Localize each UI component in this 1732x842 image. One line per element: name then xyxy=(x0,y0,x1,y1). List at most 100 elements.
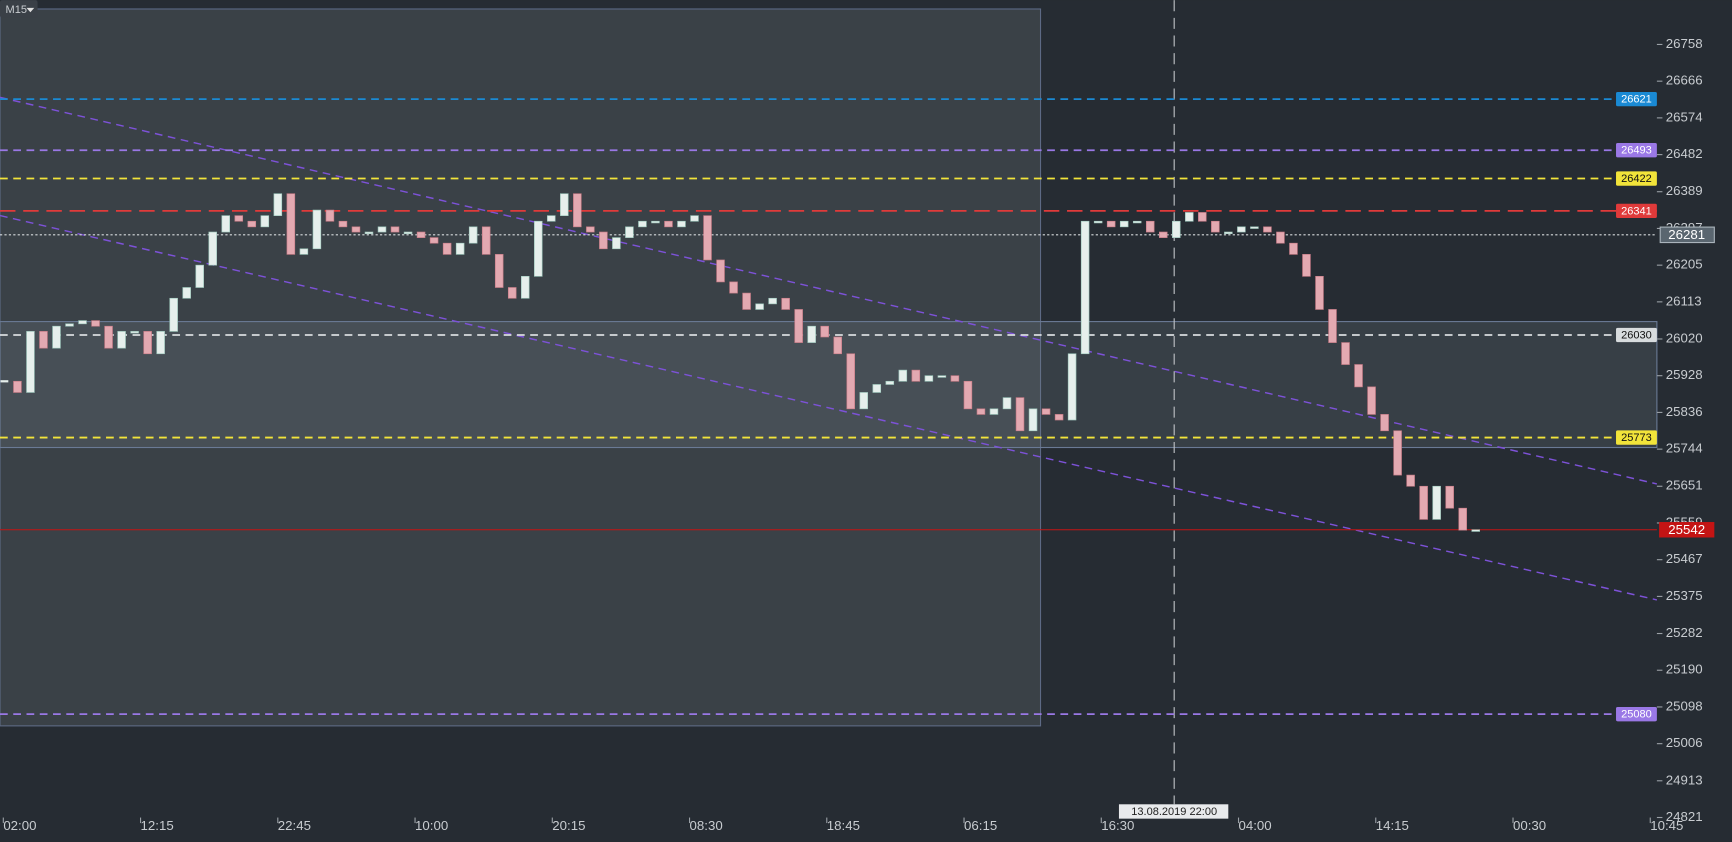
candle xyxy=(898,369,908,382)
y-tick-label: 26482 xyxy=(1666,146,1703,161)
candles xyxy=(0,193,1480,532)
candle xyxy=(911,369,921,382)
candle xyxy=(416,231,426,238)
x-tick-label: 22:45 xyxy=(278,818,311,833)
candle xyxy=(234,215,244,222)
price-badge xyxy=(1616,91,1657,107)
candle xyxy=(52,325,61,349)
price-badge-label: 25773 xyxy=(1621,432,1652,444)
candle xyxy=(1080,220,1090,355)
candle xyxy=(664,220,673,228)
candle xyxy=(182,287,191,299)
y-tick-label: 25190 xyxy=(1666,662,1703,677)
x-tick-label: 14:15 xyxy=(1376,818,1409,833)
candle xyxy=(65,323,74,327)
candle xyxy=(521,275,530,299)
candle xyxy=(1315,275,1324,310)
candle xyxy=(586,226,595,233)
candle xyxy=(481,226,491,255)
price-badge xyxy=(1616,327,1657,343)
candle xyxy=(872,384,882,393)
candle xyxy=(169,297,178,332)
y-tick-label: 26666 xyxy=(1666,73,1703,88)
candle xyxy=(638,220,647,228)
candle xyxy=(1041,408,1051,415)
candle xyxy=(1159,231,1168,238)
candle xyxy=(117,331,126,349)
price-badge xyxy=(1616,171,1657,186)
candle xyxy=(39,331,48,349)
last-price-label: 25542 xyxy=(1668,522,1705,537)
candle xyxy=(1276,231,1285,244)
y-tick-label: 24913 xyxy=(1666,772,1703,787)
candle xyxy=(312,209,322,250)
dropdown-arrow[interactable] xyxy=(26,7,35,13)
candle xyxy=(1445,485,1454,509)
candle xyxy=(260,215,270,228)
candle xyxy=(599,231,608,250)
y-tick-label: 25836 xyxy=(1666,404,1703,419)
candle xyxy=(1354,364,1363,388)
x-tick-label: 02:00 xyxy=(3,818,36,833)
zone-band xyxy=(0,321,1658,449)
candle xyxy=(26,331,35,393)
x-tick-label: 16:30 xyxy=(1101,818,1134,833)
candle xyxy=(104,325,113,349)
y-tick-label: 26020 xyxy=(1666,330,1703,345)
x-tick-label: 00:30 xyxy=(1513,818,1546,833)
candle xyxy=(1224,231,1233,235)
candle xyxy=(547,215,556,222)
timeframe-label[interactable]: M15 xyxy=(6,4,27,16)
candle xyxy=(325,209,335,222)
candle xyxy=(468,226,478,244)
candle xyxy=(794,309,803,343)
candle xyxy=(13,380,22,393)
price-badge-label: 26341 xyxy=(1621,205,1652,217)
y-tick-label: 25098 xyxy=(1666,698,1703,713)
candle xyxy=(1237,226,1246,233)
candle xyxy=(1002,397,1012,410)
price-badge xyxy=(1616,203,1657,219)
x-tick-label: 10:00 xyxy=(415,818,448,833)
y-tick-label: 26205 xyxy=(1666,257,1703,272)
candle xyxy=(377,226,387,233)
y-axis: 2675826666265742648226389262972620526113… xyxy=(1656,36,1703,824)
candle xyxy=(442,242,452,255)
candle xyxy=(1211,220,1220,233)
candle xyxy=(1172,220,1181,238)
candle xyxy=(130,331,139,334)
candle xyxy=(1471,529,1480,532)
candle xyxy=(455,242,465,255)
y-tick-label: 25928 xyxy=(1666,367,1703,382)
y-tick-label: 25651 xyxy=(1666,478,1703,493)
candle xyxy=(1432,485,1441,520)
candle xyxy=(299,248,309,255)
y-tick-label: 25282 xyxy=(1666,625,1703,640)
candle xyxy=(690,215,699,222)
price-badge-label: 26493 xyxy=(1621,145,1652,157)
candle xyxy=(156,331,165,355)
candle xyxy=(403,231,413,235)
timeframe-button[interactable] xyxy=(0,0,38,18)
candle xyxy=(286,193,296,255)
price-badge-label: 26030 xyxy=(1621,329,1652,341)
candle xyxy=(1132,220,1142,224)
x-tick-label: 10:45 xyxy=(1650,818,1683,833)
zone-rect xyxy=(0,8,1042,727)
y-tick-label: 25006 xyxy=(1666,735,1703,750)
candle xyxy=(859,392,869,410)
y-tick-label: 26758 xyxy=(1666,36,1703,51)
price-badge-label: 26422 xyxy=(1621,173,1652,185)
trend-line xyxy=(0,214,1658,601)
crosshair-time-label: 13.08.2019 22:00 xyxy=(1131,806,1217,818)
candle xyxy=(143,331,152,355)
candle xyxy=(833,336,842,355)
candle xyxy=(221,215,231,233)
candle xyxy=(1028,408,1038,432)
x-tick-label: 18:45 xyxy=(827,818,860,833)
candle xyxy=(364,231,374,235)
price-badge-label: 26621 xyxy=(1621,94,1652,106)
y-tick-label: 25467 xyxy=(1666,551,1703,566)
candle xyxy=(742,292,751,310)
y-tick-label: 26113 xyxy=(1666,293,1702,308)
